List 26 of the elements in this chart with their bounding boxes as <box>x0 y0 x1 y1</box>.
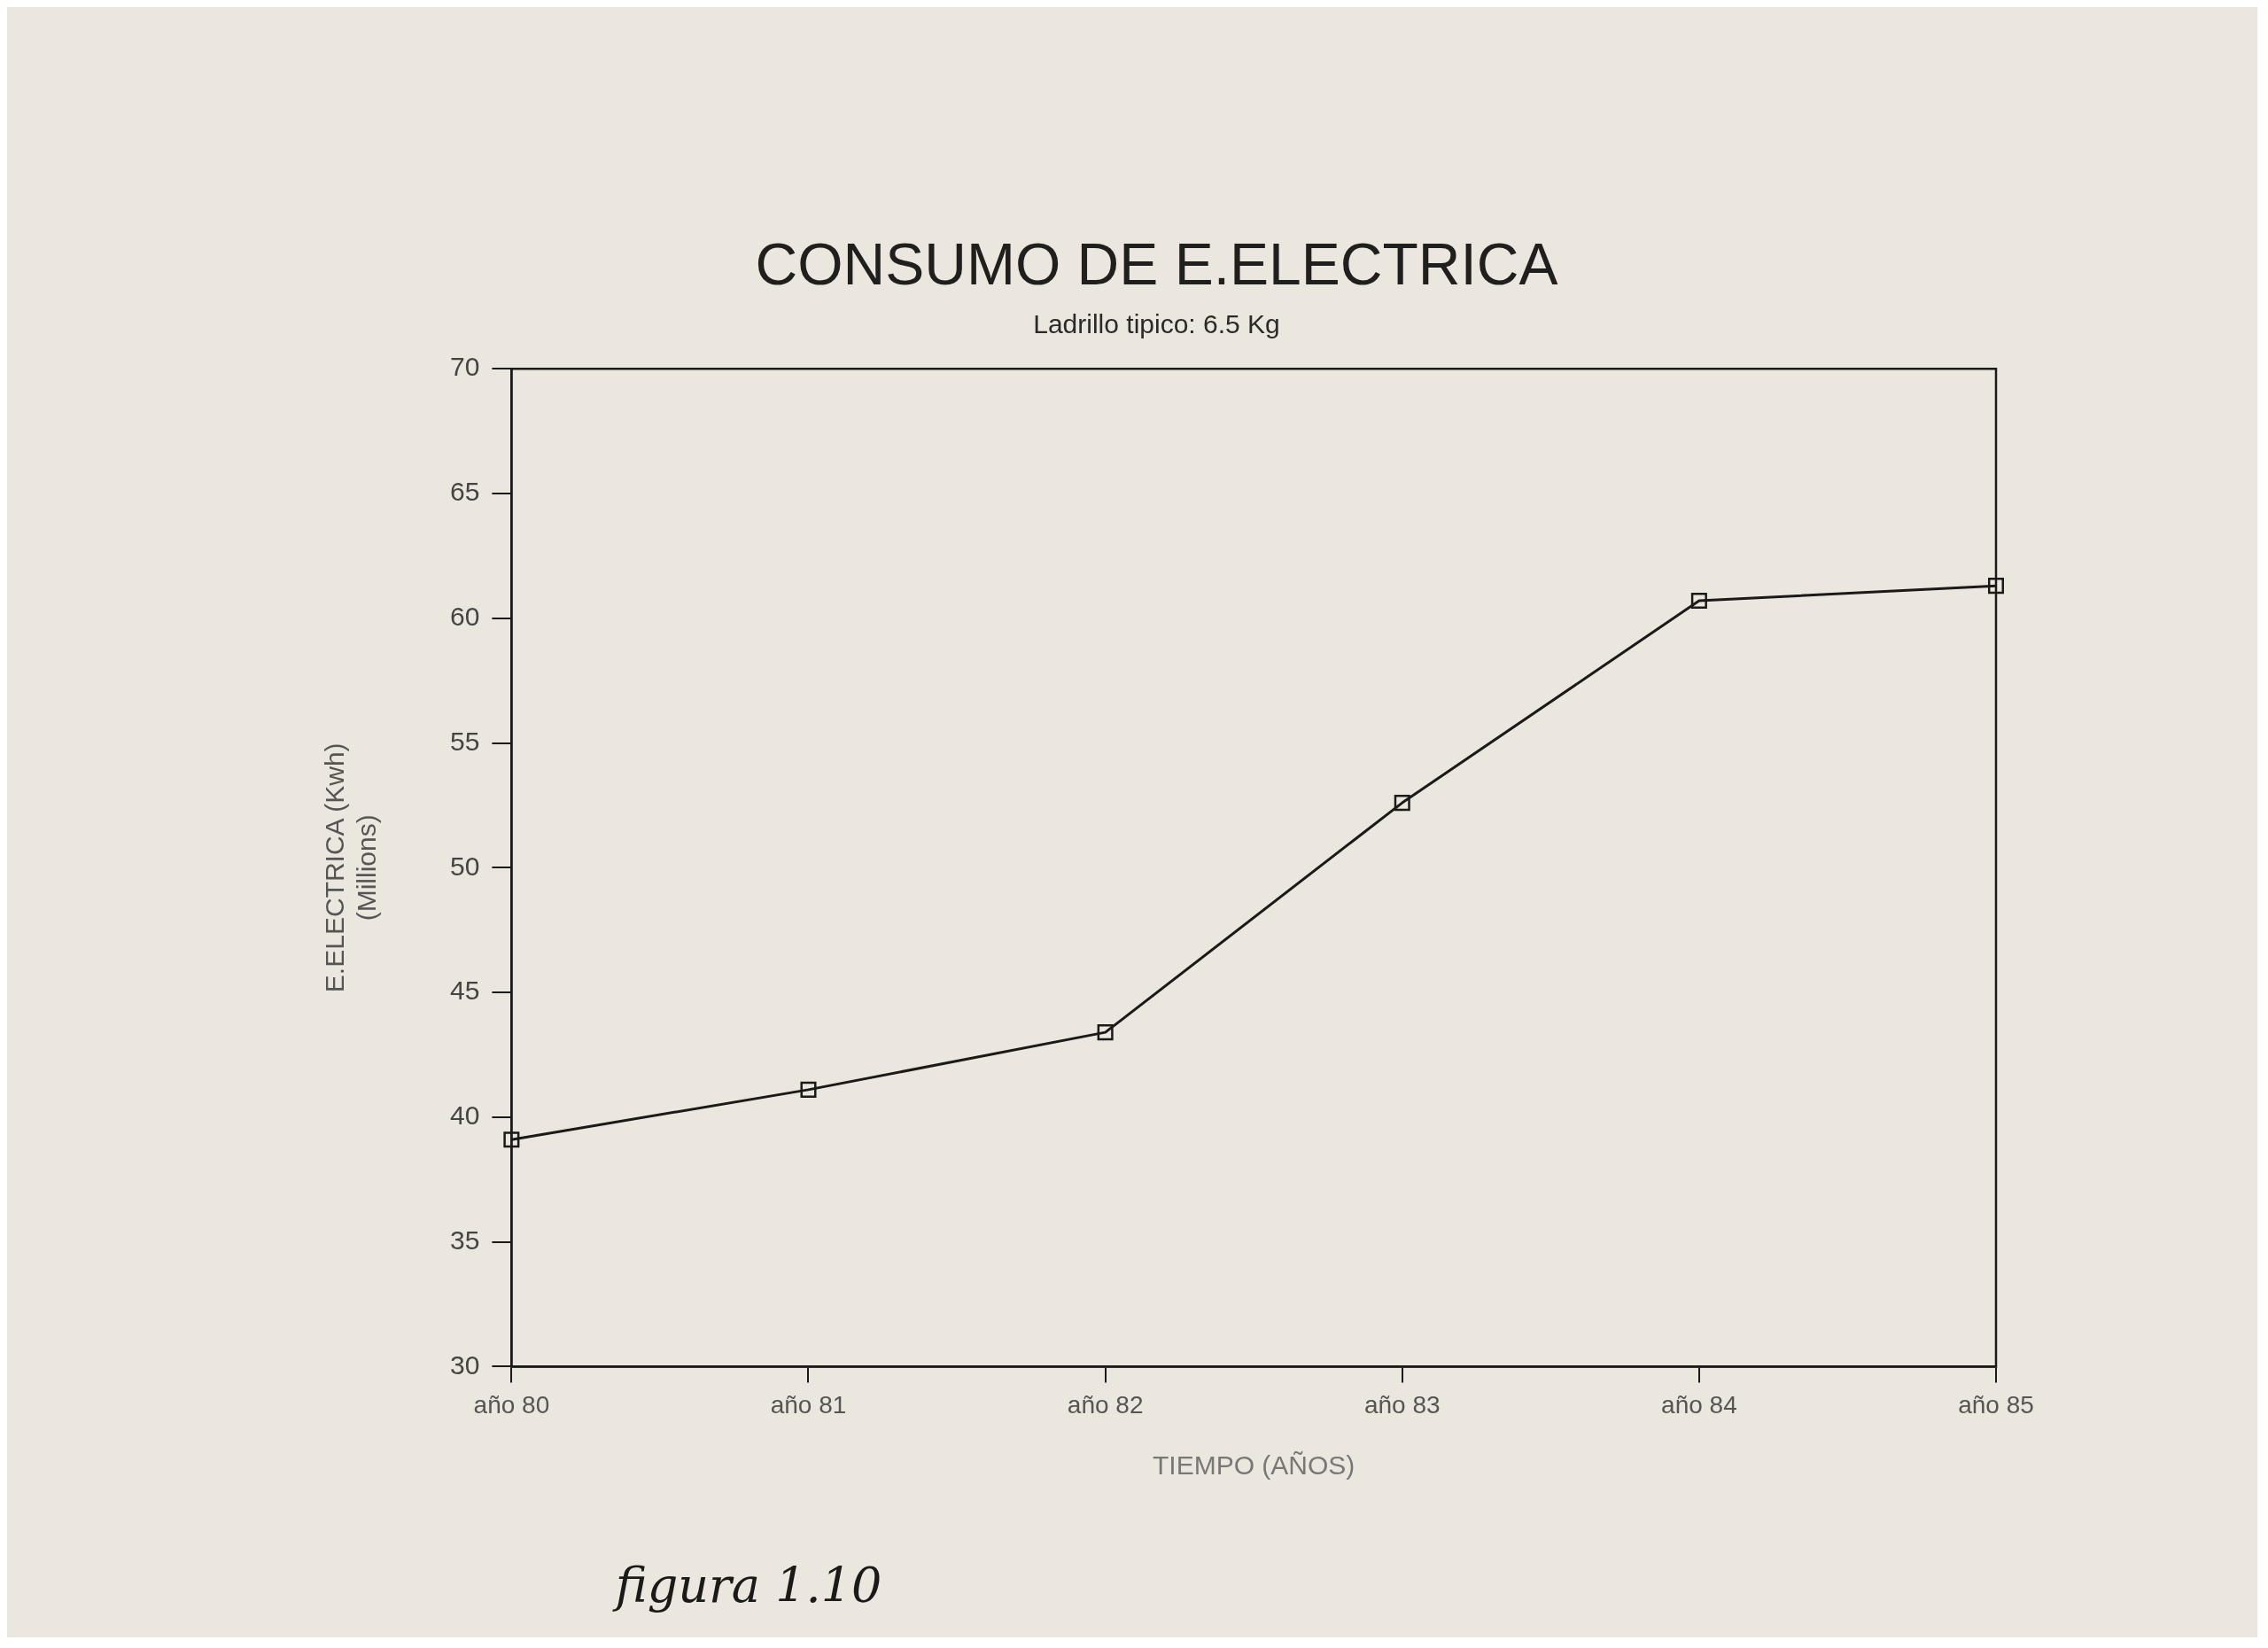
point <box>1690 593 1707 610</box>
x-tick-label: año 81 <box>770 1390 847 1419</box>
x-tick-label: año 82 <box>1067 1390 1144 1419</box>
y-tick-label: 40 <box>449 1100 480 1131</box>
y-tick-label: 60 <box>449 602 480 632</box>
y-tick-label: 70 <box>449 352 480 382</box>
x-axis-title: TIEMPO (AÑOS) <box>1153 1450 1355 1481</box>
chart-subtitle: Ladrillo tipico: 6.5 Kg <box>1033 309 1280 339</box>
point <box>503 1131 520 1148</box>
point <box>1987 578 2005 595</box>
point <box>800 1081 817 1098</box>
y-tick-label: 50 <box>449 851 480 881</box>
x-tick-label: año 85 <box>1958 1390 2034 1419</box>
y-tick-label: 45 <box>449 976 480 1006</box>
x-tick-label: año 80 <box>473 1390 550 1419</box>
y-axis-title: E.ELECTRICA (Kwh) (Millions) <box>320 742 382 993</box>
point <box>1097 1024 1114 1041</box>
text: figura 1.10 <box>611 1558 882 1613</box>
y-tick-label: 35 <box>449 1224 480 1255</box>
y-tick-label: 55 <box>449 726 480 756</box>
chart-title: CONSUMO DE E.ELECTRICA <box>755 230 1558 297</box>
y-tick-label: 65 <box>449 477 480 507</box>
point <box>1394 795 1410 812</box>
x-tick-label: año 83 <box>1363 1390 1441 1419</box>
x-tick-label: año 84 <box>1661 1390 1737 1419</box>
y-tick-label: 30 <box>449 1349 480 1380</box>
